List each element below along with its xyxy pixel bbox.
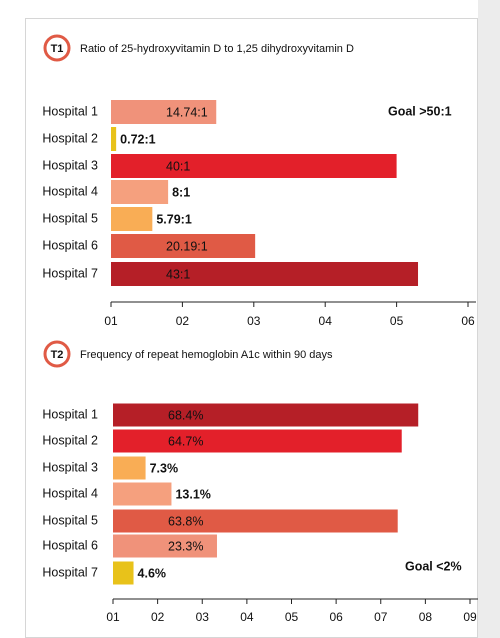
category-label: Hospital 1: [42, 104, 98, 118]
value-label: 64.7%: [168, 434, 203, 448]
x-tick-label: 01: [106, 610, 120, 624]
value-label: 7.3%: [150, 461, 179, 475]
value-label: 43:1: [166, 267, 190, 281]
x-tick-label: 04: [319, 314, 333, 328]
value-label: 68.4%: [168, 408, 203, 422]
value-label: 14.74:1: [166, 105, 208, 119]
category-label: Hospital 1: [42, 407, 98, 421]
value-label: 5.79:1: [156, 212, 191, 226]
badge-label: T2: [51, 349, 64, 361]
value-label: 0.72:1: [120, 132, 155, 146]
bar: [113, 429, 402, 453]
x-tick-label: 06: [329, 610, 343, 624]
x-tick-label: 04: [240, 610, 254, 624]
category-label: Hospital 6: [42, 238, 98, 252]
bar: [111, 234, 256, 258]
category-label: Hospital 3: [42, 460, 98, 474]
x-tick-label: 02: [151, 610, 165, 624]
x-tick-label: 08: [419, 610, 433, 624]
x-tick-label: 03: [247, 314, 261, 328]
bar: [113, 482, 172, 506]
value-label: 4.6%: [138, 566, 167, 580]
badge-circle: [43, 340, 71, 368]
category-label: Hospital 2: [42, 131, 98, 145]
chart-title: Frequency of repeat hemoglobin A1c withi…: [80, 349, 333, 361]
bar: [111, 127, 117, 151]
bar: [113, 509, 398, 533]
category-label: Hospital 2: [42, 433, 98, 447]
x-tick-label: 06: [461, 314, 475, 328]
x-tick-label: 05: [390, 314, 404, 328]
x-tick-label: 05: [285, 610, 299, 624]
x-tick-label: 01: [104, 314, 118, 328]
category-label: Hospital 3: [42, 158, 98, 172]
category-label: Hospital 7: [42, 266, 98, 280]
category-label: Hospital 6: [42, 538, 98, 552]
bar: [113, 561, 134, 585]
category-label: Hospital 4: [42, 486, 98, 500]
value-label: 8:1: [172, 185, 190, 199]
bar: [111, 154, 397, 178]
x-tick-label: 07: [374, 610, 388, 624]
value-label: 13.1%: [175, 487, 210, 501]
badge-label: T1: [51, 43, 64, 55]
chart-title: Ratio of 25-hydroxyvitamin D to 1,25 dih…: [80, 43, 354, 55]
x-tick-label: 03: [196, 610, 210, 624]
bar: [111, 180, 169, 204]
category-label: Hospital 4: [42, 184, 98, 198]
value-label: 40:1: [166, 159, 190, 173]
value-label: 63.8%: [168, 514, 203, 528]
goal-annotation: Goal <2%: [405, 559, 462, 573]
goal-annotation: Goal >50:1: [388, 104, 452, 118]
badge-circle: [43, 34, 71, 62]
category-label: Hospital 7: [42, 565, 98, 579]
bar: [111, 100, 217, 124]
value-label: 20.19:1: [166, 239, 208, 253]
bar: [113, 403, 419, 427]
x-tick-label: 09: [463, 610, 477, 624]
bar: [113, 456, 146, 480]
side-strip: [478, 0, 500, 638]
bar: [113, 534, 217, 558]
bar: [111, 207, 153, 231]
category-label: Hospital 5: [42, 211, 98, 225]
category-label: Hospital 5: [42, 513, 98, 527]
x-tick-label: 02: [176, 314, 190, 328]
value-label: 23.3%: [168, 539, 203, 553]
bar: [111, 262, 419, 286]
